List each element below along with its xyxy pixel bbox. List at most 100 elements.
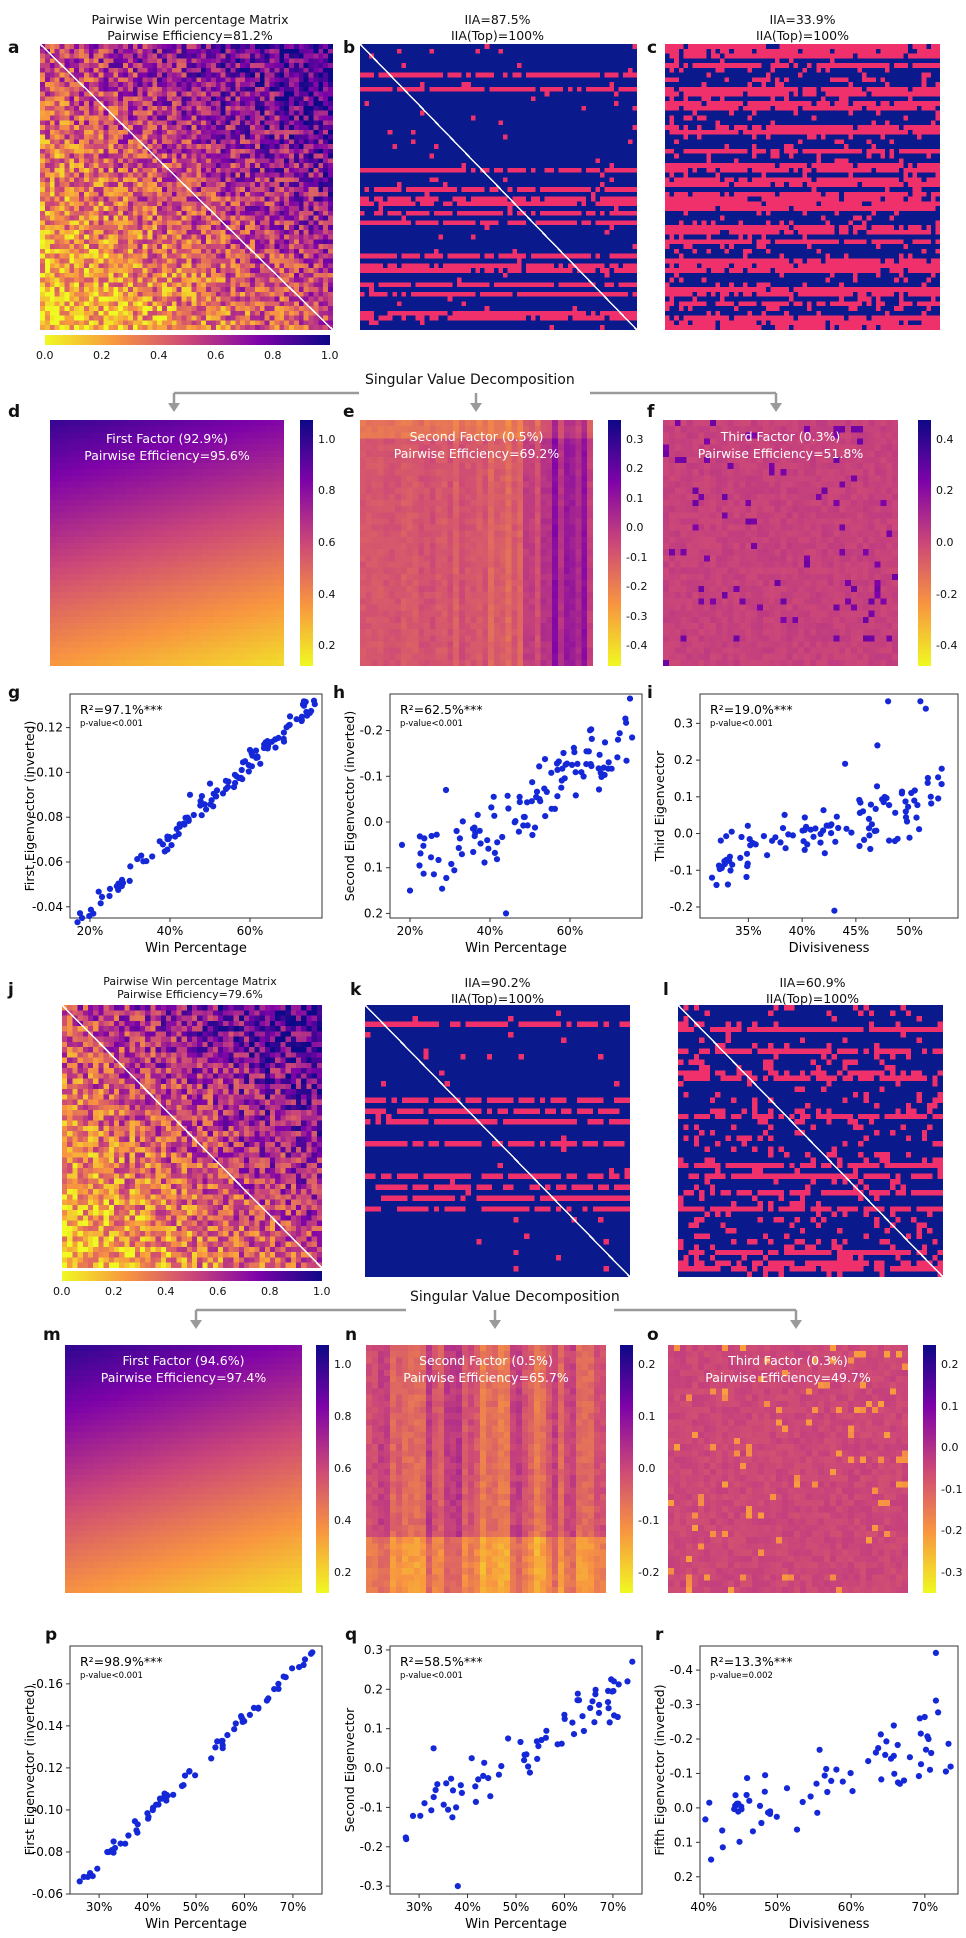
data-point bbox=[902, 808, 909, 815]
data-point bbox=[554, 793, 561, 800]
data-point bbox=[521, 1751, 528, 1758]
data-point bbox=[764, 852, 771, 859]
svd-arrows-top bbox=[168, 391, 782, 412]
data-point bbox=[572, 792, 579, 799]
data-point bbox=[280, 735, 287, 742]
data-point bbox=[402, 1834, 409, 1841]
data-point bbox=[868, 821, 875, 828]
data-point bbox=[817, 830, 824, 838]
data-point bbox=[898, 790, 905, 797]
data-point bbox=[766, 1810, 774, 1817]
heatmap-e bbox=[360, 420, 593, 666]
plot-frame bbox=[69, 693, 323, 919]
data-point bbox=[257, 760, 264, 767]
data-point bbox=[428, 1807, 435, 1814]
data-point bbox=[574, 1697, 581, 1704]
y-axis-label: Fifth Eigenvector (inverted) bbox=[652, 1684, 667, 1855]
data-point bbox=[563, 760, 571, 767]
data-point bbox=[543, 788, 550, 795]
hm-j-cells bbox=[62, 1005, 322, 1268]
y-tick-label: 0.1 bbox=[364, 861, 383, 875]
data-point bbox=[210, 790, 217, 797]
data-point bbox=[453, 1804, 460, 1811]
data-point bbox=[208, 797, 215, 804]
x-axis-label: Divisiveness bbox=[789, 941, 870, 956]
data-point bbox=[94, 1865, 101, 1872]
data-point bbox=[164, 846, 171, 853]
title-m-line1: First Factor (94.6%) bbox=[65, 1352, 302, 1369]
p-value-label: p-value<0.001 bbox=[400, 719, 463, 729]
panel-letter-e: e bbox=[343, 402, 355, 422]
data-point bbox=[525, 1763, 532, 1770]
y-tick-label: -0.1 bbox=[670, 863, 693, 877]
title-d-line2: Pairwise Efficiency=95.6% bbox=[50, 447, 284, 464]
colorbar-f bbox=[918, 420, 931, 666]
data-point bbox=[197, 802, 204, 809]
colorbar-tick: 1.0 bbox=[321, 349, 339, 362]
data-point bbox=[723, 856, 730, 863]
data-point bbox=[542, 1734, 549, 1741]
data-point bbox=[206, 780, 214, 787]
data-point bbox=[592, 1686, 599, 1693]
data-point bbox=[926, 1766, 934, 1773]
x-tick-label: 50% bbox=[764, 1900, 791, 1914]
heatmap-m bbox=[65, 1345, 302, 1593]
data-point bbox=[922, 705, 929, 712]
data-point bbox=[626, 695, 634, 702]
data-point bbox=[911, 787, 918, 794]
data-point bbox=[891, 1770, 898, 1777]
data-point bbox=[835, 824, 842, 832]
p-value-label: p-value<0.001 bbox=[710, 719, 773, 729]
data-point bbox=[289, 1665, 296, 1672]
data-point bbox=[192, 1772, 199, 1779]
x-tick-label: 60% bbox=[231, 1900, 258, 1914]
title-b-line2: IIA(Top)=100% bbox=[360, 28, 635, 44]
data-point bbox=[833, 813, 840, 820]
data-point bbox=[596, 751, 603, 758]
x-tick-label: 70% bbox=[280, 1900, 307, 1914]
data-point bbox=[398, 841, 406, 848]
data-point bbox=[254, 753, 261, 760]
y-tick-label: 0.2 bbox=[674, 753, 693, 767]
data-point bbox=[459, 818, 466, 825]
y-tick-label: -0.1 bbox=[360, 769, 383, 783]
data-point bbox=[924, 1733, 931, 1740]
title-o-line2: Pairwise Efficiency=49.7% bbox=[668, 1369, 908, 1386]
data-point bbox=[86, 912, 93, 920]
data-point bbox=[443, 874, 450, 882]
data-point bbox=[531, 824, 539, 831]
data-point bbox=[430, 1794, 437, 1801]
data-point bbox=[484, 837, 491, 844]
y-tick-label: 0.0 bbox=[364, 815, 383, 829]
data-point bbox=[245, 768, 252, 775]
data-point bbox=[842, 760, 849, 767]
data-point bbox=[821, 850, 828, 857]
p-value-label: p-value<0.001 bbox=[80, 1671, 143, 1681]
data-point bbox=[303, 708, 310, 716]
data-point bbox=[208, 1755, 215, 1762]
svd-arrows-bottom bbox=[190, 1308, 802, 1329]
data-point bbox=[117, 1840, 124, 1847]
data-point bbox=[502, 910, 510, 917]
title-l-line1: IIA=60.9% bbox=[680, 975, 945, 991]
data-point bbox=[122, 1840, 129, 1847]
data-point bbox=[219, 790, 227, 797]
colorbar-e bbox=[608, 420, 621, 666]
data-point bbox=[487, 1793, 494, 1800]
data-point bbox=[803, 823, 810, 830]
title-c: IIA=33.9% IIA(Top)=100% bbox=[665, 12, 940, 44]
x-axis-label: Win Percentage bbox=[465, 941, 567, 956]
data-point bbox=[886, 837, 893, 844]
colorbar-tick: 0.6 bbox=[334, 1462, 352, 1475]
colorbar-tick: 0.8 bbox=[261, 1285, 279, 1298]
colorbar-tick: -0.1 bbox=[626, 551, 647, 564]
data-point bbox=[87, 1870, 94, 1877]
y-tick-label: 0.1 bbox=[674, 790, 693, 804]
data-point bbox=[913, 814, 920, 821]
data-point bbox=[245, 762, 252, 769]
data-point bbox=[574, 1690, 581, 1697]
data-point bbox=[915, 1773, 922, 1780]
data-point bbox=[727, 867, 734, 874]
data-point bbox=[275, 1680, 282, 1687]
data-point bbox=[736, 1838, 743, 1845]
